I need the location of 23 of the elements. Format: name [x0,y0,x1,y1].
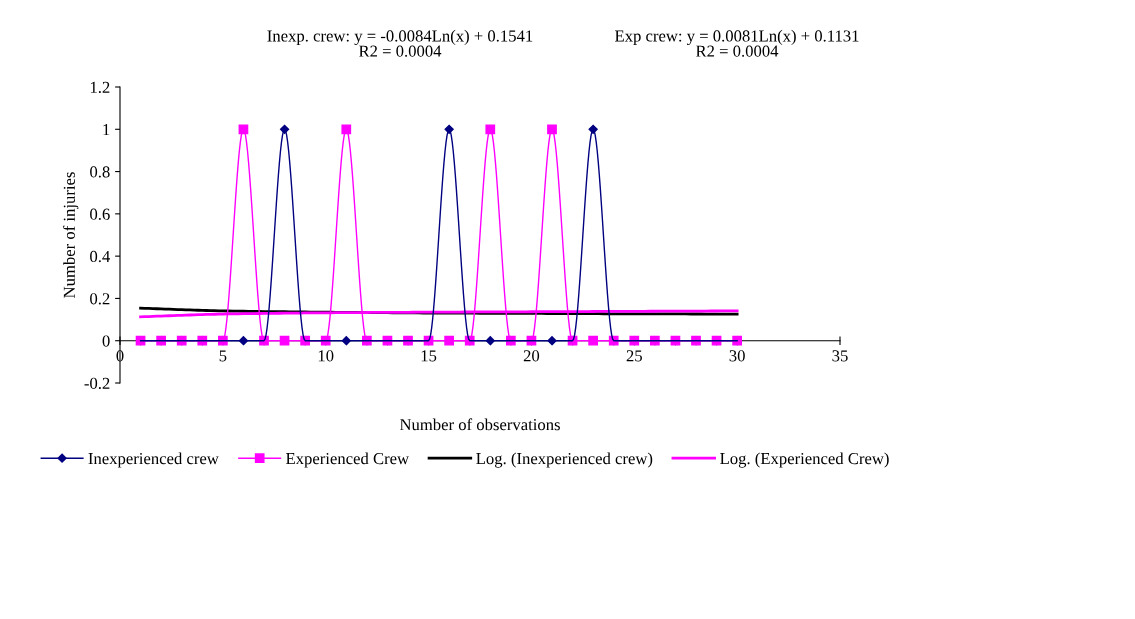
legend-label: Log. (Experienced Crew) [720,452,889,468]
y-axis-title: Number of injuries [63,172,79,298]
y-tick-label: 0.8 [90,166,110,178]
x-tick-label: 5 [219,350,227,362]
x-axis-title: Number of observations [399,418,560,431]
legend-label: Experienced Crew [286,452,409,468]
x-tick-label: 25 [626,350,642,362]
x-tick-label: 15 [421,350,437,362]
x-tick-label: 10 [318,350,334,362]
text: Exp crew: y = 0.0081Ln(x) + 0.1131 R2 = 0.0004 [614,29,859,57]
y-tick-label: -0.2 [84,377,110,390]
text: Inexp. crew: y = -0.0084Ln(x) + 0.1541 R2 = 0.0004 [267,29,533,57]
y-tick-label: 1 [103,124,110,136]
y-tick-label: 0 [102,335,110,347]
y-tick-label: 0.4 [90,250,111,263]
y-tick-label: 0.2 [90,293,110,305]
y-tick-label: 1.2 [90,81,110,94]
legend-label: Log. (Inexperienced crew) [476,452,653,468]
x-tick-label: 35 [832,350,848,362]
x-tick-label: 20 [523,350,540,362]
x-tick-label: 30 [729,350,745,362]
legend-label: Inexperienced crew [88,452,219,468]
y-tick-label: 0.6 [90,208,110,220]
